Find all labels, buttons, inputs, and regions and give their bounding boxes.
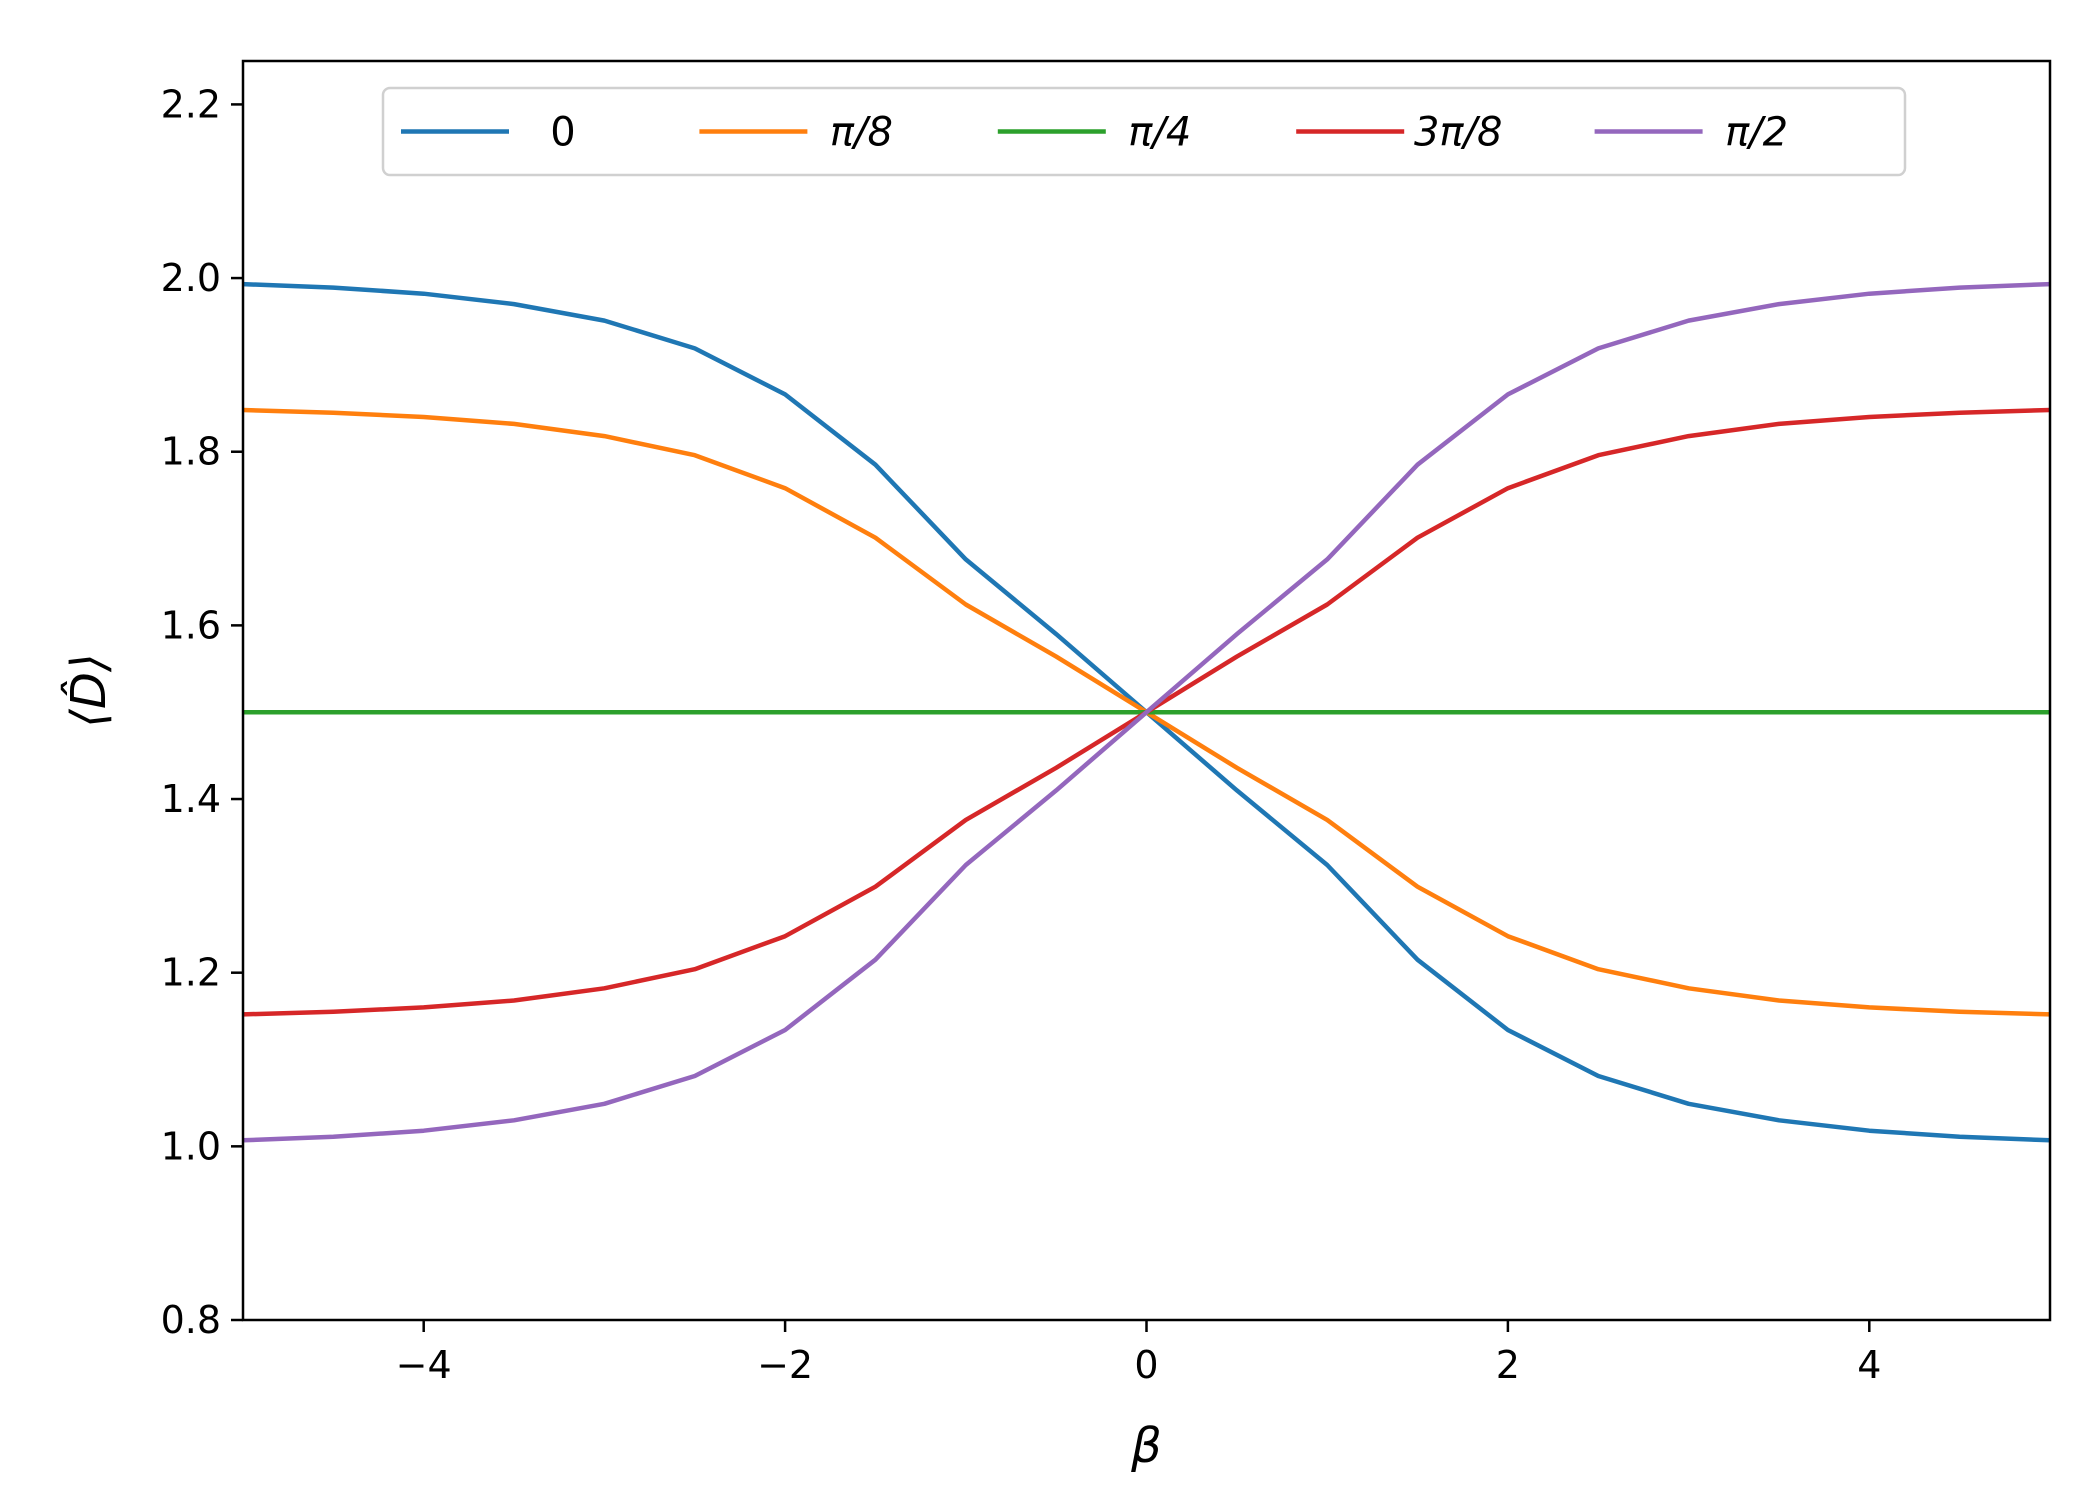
- x-tick-label: −2: [757, 1343, 813, 1387]
- x-tick-label: 4: [1857, 1343, 1881, 1387]
- x-axis-ticks: −4 −2 0 2 4: [396, 1320, 1881, 1387]
- y-tick-label: 1.8: [161, 430, 221, 474]
- y-axis-ticks: 0.8 1.0 1.2 1.4 1.6 1.8 2.0 2.2: [161, 82, 243, 1342]
- y-tick-label: 1.2: [161, 951, 221, 995]
- legend: 0 π/8 π/4 3π/8 π/2: [381, 86, 1907, 177]
- y-tick-label: 1.6: [161, 603, 221, 647]
- legend-label-2: π/4: [1128, 110, 1191, 156]
- series-line-4: [242, 281, 2051, 1143]
- y-tick-label: 1.0: [161, 1124, 221, 1168]
- x-tick-label: 0: [1134, 1343, 1158, 1387]
- x-tick-label: 2: [1496, 1343, 1520, 1387]
- y-tick-label: 0.8: [161, 1298, 221, 1342]
- legend-label-0: 0: [550, 110, 575, 156]
- legend-box: [381, 86, 1907, 177]
- y-tick-label: 1.4: [161, 777, 221, 821]
- legend-label-1: π/8: [830, 110, 893, 156]
- y-axis-label: ⟨D̂⟩: [59, 653, 117, 727]
- y-tick-label: 2.0: [161, 256, 221, 300]
- legend-label-3: 3π/8: [1414, 110, 1502, 156]
- y-tick-label: 2.2: [161, 82, 221, 126]
- x-axis-label: β: [1130, 1418, 1162, 1474]
- x-tick-label: −4: [396, 1343, 452, 1387]
- legend-label-4: π/2: [1725, 110, 1788, 156]
- series-layer: [242, 281, 2051, 1143]
- plot-frame: [241, 59, 2052, 1322]
